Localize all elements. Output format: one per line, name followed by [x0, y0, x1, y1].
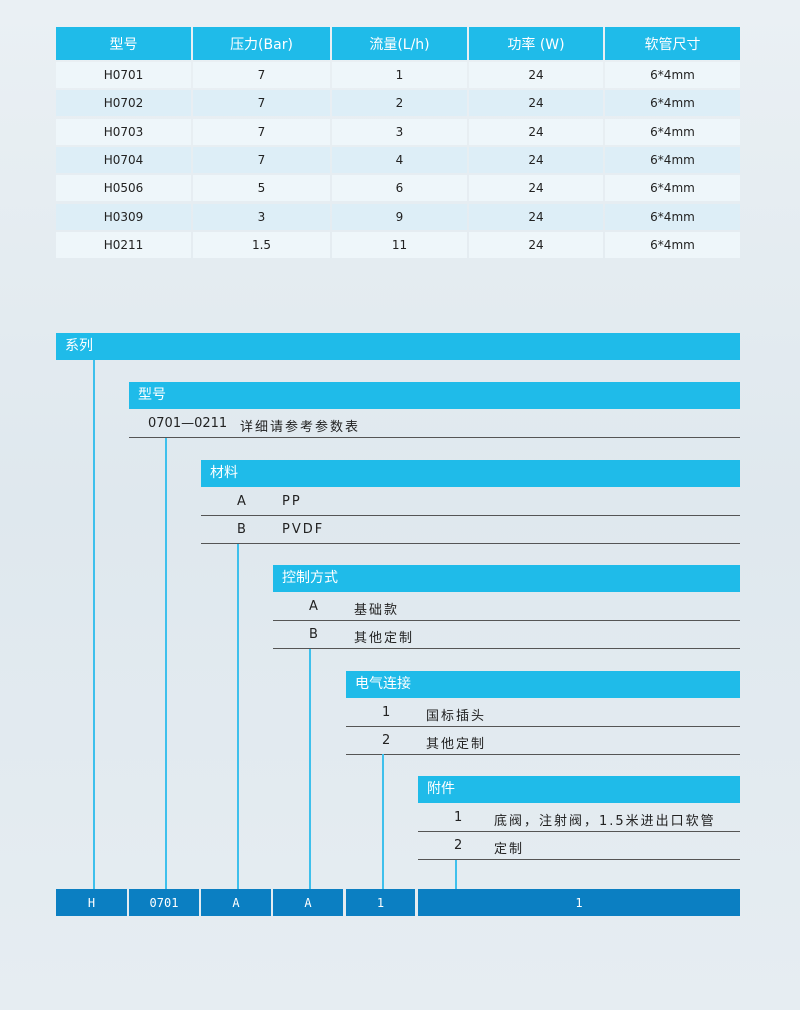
table-cell: H0701: [56, 62, 191, 88]
code-segment: H: [56, 889, 127, 916]
option-code: B: [237, 522, 246, 537]
option-label: 其他定制: [354, 631, 415, 646]
table-cell: 6*4mm: [605, 175, 740, 202]
table-cell: 9: [332, 203, 467, 230]
option-label: 定制: [494, 842, 525, 857]
table-cell: H0506: [56, 175, 191, 202]
option-label: 基础款: [354, 603, 400, 618]
option-code: 2: [454, 838, 463, 853]
table-header: 型号: [56, 27, 191, 60]
option-label: PP: [282, 494, 302, 509]
table-cell: 6*4mm: [605, 146, 740, 173]
table-cell: 1.5: [193, 231, 330, 258]
table-cell: 6*4mm: [605, 62, 740, 88]
connector-line: [455, 860, 457, 889]
control-option: A 基础款: [273, 593, 740, 621]
control-option: B 其他定制: [273, 621, 740, 649]
table-cell: 6*4mm: [605, 203, 740, 230]
table-cell: 7: [193, 118, 330, 145]
accessory-header: 附件: [418, 776, 740, 803]
table-header: 软管尺寸: [605, 27, 740, 60]
connector-line: [382, 754, 384, 889]
option-code: 1: [382, 705, 391, 720]
table-cell: H0704: [56, 146, 191, 173]
code-segment: 0701: [129, 889, 199, 916]
electrical-option: 1 国标插头: [346, 699, 740, 727]
table-cell: 24: [469, 203, 603, 230]
table-cell: 1: [332, 62, 467, 88]
material-header: 材料: [201, 460, 740, 487]
table-cell: 4: [332, 146, 467, 173]
table-cell: 3: [332, 118, 467, 145]
material-option: B PVDF: [201, 516, 740, 544]
option-code: 2: [382, 733, 391, 748]
code-segment: 1: [346, 889, 415, 916]
table-cell: H0309: [56, 203, 191, 230]
table-cell: 24: [469, 118, 603, 145]
option-label: PVDF: [282, 522, 325, 537]
table-header: 流量(L/h): [332, 27, 467, 60]
accessory-option: 1 底阀，注射阀，1.5米进出口软管: [418, 804, 740, 832]
code-segment: A: [273, 889, 343, 916]
option-label: 国标插头: [426, 709, 487, 724]
table-cell: 6*4mm: [605, 231, 740, 258]
table-cell: H0211: [56, 231, 191, 258]
table-header: 功率 (W): [469, 27, 603, 60]
table-cell: 3: [193, 203, 330, 230]
option-label: 其他定制: [426, 737, 487, 752]
table-cell: H0702: [56, 90, 191, 117]
option-code: A: [309, 599, 318, 614]
connector-line: [309, 649, 311, 889]
table-cell: 24: [469, 146, 603, 173]
model-option: 0701—0211 详细请参考参数表: [129, 410, 740, 438]
table-header: 压力(Bar): [193, 27, 330, 60]
table-cell: 6: [332, 175, 467, 202]
connector-line: [237, 544, 239, 889]
code-segment: A: [201, 889, 271, 916]
code-segment: 1: [418, 889, 740, 916]
series-header: 系列: [56, 333, 740, 360]
table-cell: 7: [193, 62, 330, 88]
table-cell: 6*4mm: [605, 90, 740, 117]
table-cell: 2: [332, 90, 467, 117]
option-label: 详细请参考参数表: [240, 420, 361, 435]
table-cell: 6*4mm: [605, 118, 740, 145]
option-code: 0701—0211: [148, 416, 228, 431]
electrical-header: 电气连接: [346, 671, 740, 698]
connector-line: [165, 438, 167, 889]
material-option: A PP: [201, 488, 740, 516]
electrical-option: 2 其他定制: [346, 727, 740, 755]
control-header: 控制方式: [273, 565, 740, 592]
table-cell: 11: [332, 231, 467, 258]
table-cell: 24: [469, 62, 603, 88]
option-code: B: [309, 627, 318, 642]
table-cell: 24: [469, 175, 603, 202]
table-cell: 7: [193, 90, 330, 117]
model-header: 型号: [129, 382, 740, 409]
table-cell: H0703: [56, 118, 191, 145]
accessory-option: 2 定制: [418, 832, 740, 860]
option-label: 底阀，注射阀，1.5米进出口软管: [494, 814, 716, 829]
table-cell: 24: [469, 231, 603, 258]
connector-line: [93, 360, 95, 889]
option-code: 1: [454, 810, 463, 825]
table-cell: 24: [469, 90, 603, 117]
table-cell: 7: [193, 146, 330, 173]
option-code: A: [237, 494, 246, 509]
table-cell: 5: [193, 175, 330, 202]
